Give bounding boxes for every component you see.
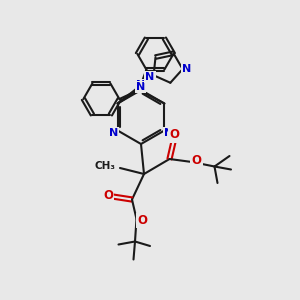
Text: N: N [164,128,173,138]
Text: O: O [191,154,202,167]
Text: O: O [169,128,179,142]
Text: N: N [182,64,191,74]
Text: O: O [103,188,113,202]
Text: O: O [137,214,147,227]
Text: CH₃: CH₃ [94,160,116,171]
Text: N: N [109,128,118,138]
Text: N: N [146,72,154,82]
Text: N: N [136,82,145,92]
Text: N: N [136,80,146,91]
